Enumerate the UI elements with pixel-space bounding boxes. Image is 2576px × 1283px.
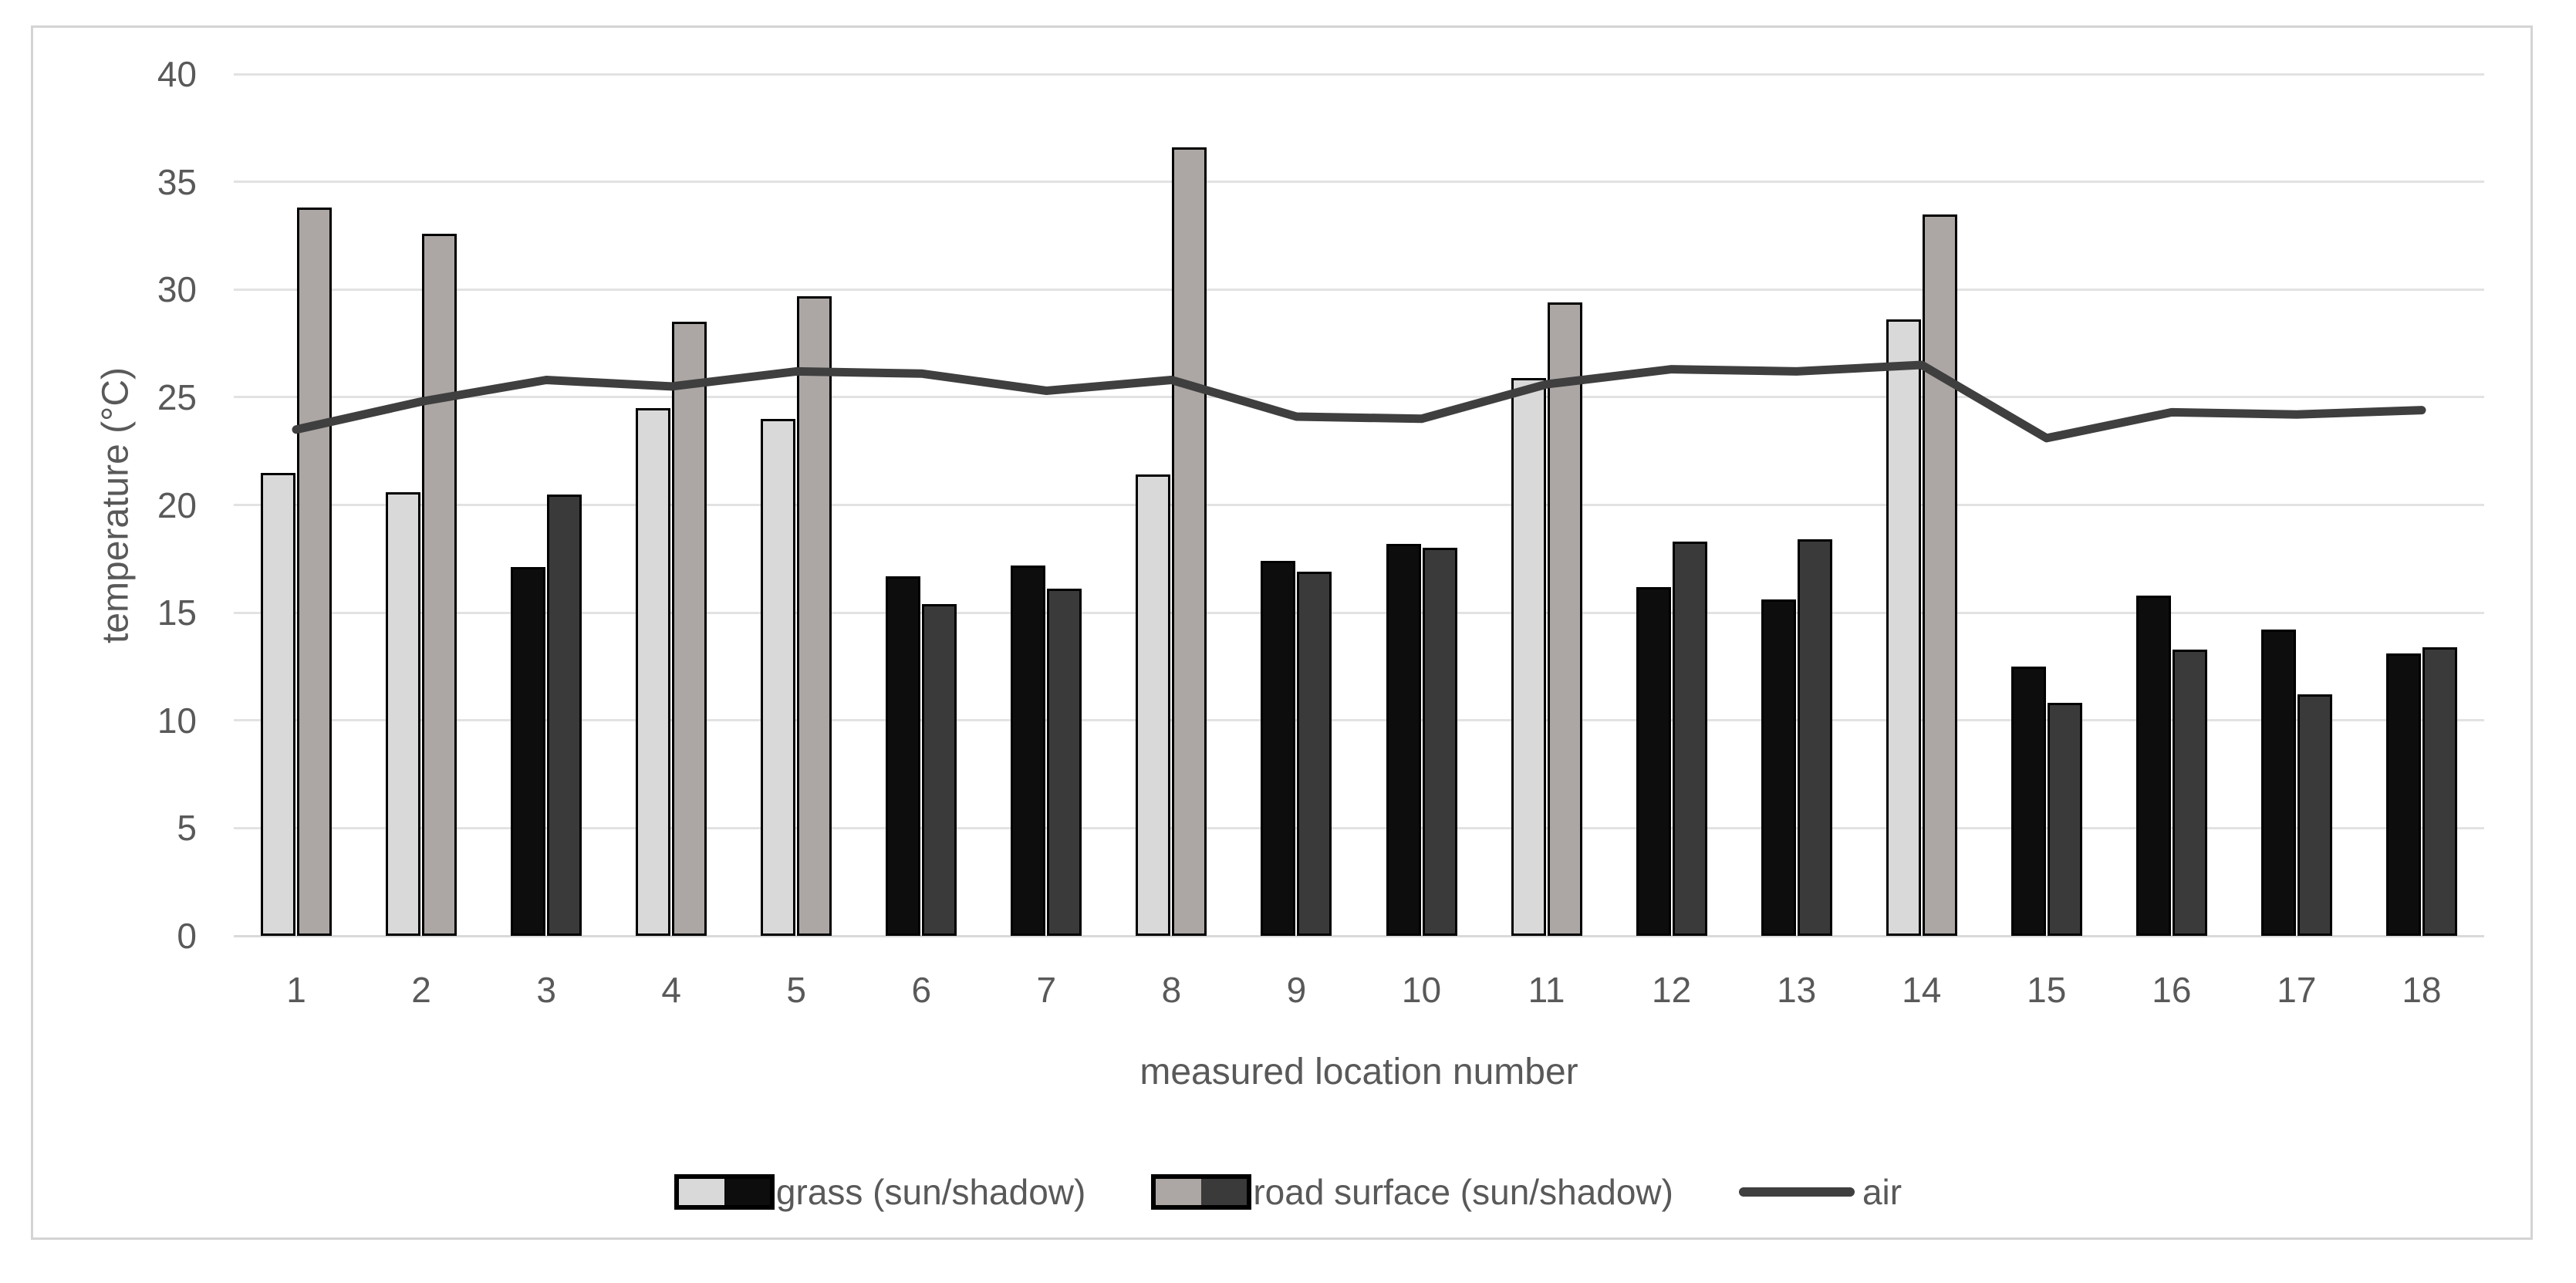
gridline-y-20 <box>234 504 2484 506</box>
y-axis-title: temperature (°C) <box>95 367 137 643</box>
bar-grass-13 <box>1761 599 1796 936</box>
air-line-swatch-icon <box>1738 1187 1855 1197</box>
bar-road-6 <box>922 603 957 936</box>
x-tick-label-9: 9 <box>1286 970 1307 1010</box>
bar-road-8 <box>1172 147 1207 936</box>
x-tick-label-6: 6 <box>911 970 932 1010</box>
road-swatch-icon <box>1151 1174 1252 1210</box>
bar-grass-14 <box>1886 319 1921 936</box>
bar-grass-8 <box>1136 474 1171 936</box>
gridline-y-15 <box>234 611 2484 614</box>
bar-grass-1 <box>261 472 296 936</box>
bar-road-4 <box>672 322 707 936</box>
legend-item-air: air <box>1738 1171 1902 1213</box>
bar-road-17 <box>2297 694 2332 936</box>
gridline-y-35 <box>234 181 2484 184</box>
bar-road-11 <box>1547 302 1582 936</box>
bar-road-2 <box>422 233 457 936</box>
y-tick-label-15: 15 <box>157 593 197 633</box>
legend-label-grass: grass (sun/shadow) <box>775 1172 1086 1212</box>
y-tick-label-10: 10 <box>157 700 197 741</box>
grass-swatch-icon <box>674 1174 775 1210</box>
road-shadow-color-chip <box>1201 1179 1247 1205</box>
x-tick-label-17: 17 <box>2277 970 2317 1010</box>
bar-road-13 <box>1797 539 1832 936</box>
x-tick-label-14: 14 <box>1902 970 1942 1010</box>
grass-shadow-color-chip <box>724 1179 770 1205</box>
x-axis-title: measured location number <box>1139 1052 1578 1092</box>
x-tick-label-10: 10 <box>1401 970 1442 1010</box>
x-tick-label-16: 16 <box>2152 970 2192 1010</box>
x-tick-label-4: 4 <box>661 970 681 1010</box>
gridline-y-30 <box>234 288 2484 291</box>
bar-grass-2 <box>386 491 421 936</box>
x-tick-label-7: 7 <box>1036 970 1057 1010</box>
bar-road-1 <box>297 208 333 936</box>
legend: grass (sun/shadow) road surface (sun/sha… <box>0 1171 2576 1213</box>
bar-grass-11 <box>1511 377 1546 936</box>
bar-grass-16 <box>2135 595 2171 936</box>
x-axis-line <box>234 934 2484 937</box>
air-line <box>292 360 2426 443</box>
bar-road-16 <box>2172 649 2207 936</box>
x-tick-label-3: 3 <box>536 970 556 1010</box>
bar-road-18 <box>2422 647 2457 936</box>
gridline-y-25 <box>234 396 2484 399</box>
y-tick-label-20: 20 <box>157 485 197 525</box>
y-tick-label-25: 25 <box>157 376 197 417</box>
y-tick-label-0: 0 <box>177 916 197 956</box>
bar-grass-12 <box>1636 586 1671 936</box>
legend-label-road: road surface (sun/shadow) <box>1253 1172 1673 1212</box>
bar-road-5 <box>797 295 832 936</box>
x-tick-label-2: 2 <box>411 970 431 1010</box>
bar-road-15 <box>2047 703 2082 936</box>
bar-grass-4 <box>636 407 671 936</box>
bar-grass-3 <box>511 567 546 936</box>
bar-grass-9 <box>1261 561 1296 936</box>
x-tick-label-11: 11 <box>1528 970 1565 1010</box>
bar-grass-17 <box>2260 630 2296 936</box>
y-tick-label-5: 5 <box>177 808 197 849</box>
bar-road-10 <box>1422 548 1457 936</box>
bar-road-7 <box>1047 589 1082 936</box>
gridline-y-40 <box>234 73 2484 76</box>
x-tick-label-1: 1 <box>286 970 306 1010</box>
gridline-y-10 <box>234 719 2484 722</box>
legend-item-grass: grass (sun/shadow) <box>674 1171 1085 1213</box>
grass-sun-color-chip <box>678 1179 724 1205</box>
x-tick-label-15: 15 <box>2027 970 2067 1010</box>
bar-grass-6 <box>886 576 921 936</box>
bar-grass-10 <box>1386 543 1421 936</box>
road-sun-color-chip <box>1156 1179 1202 1205</box>
bar-grass-18 <box>2385 653 2421 936</box>
x-tick-label-12: 12 <box>1652 970 1692 1010</box>
y-tick-label-30: 30 <box>157 269 197 310</box>
bar-road-14 <box>1922 214 1957 936</box>
x-tick-label-13: 13 <box>1777 970 1817 1010</box>
y-tick-label-35: 35 <box>157 161 197 202</box>
x-tick-label-18: 18 <box>2402 970 2442 1010</box>
gridline-y-5 <box>234 826 2484 829</box>
bar-road-3 <box>547 494 582 936</box>
x-tick-label-8: 8 <box>1161 970 1182 1010</box>
bar-road-12 <box>1672 541 1707 936</box>
bar-road-9 <box>1297 572 1332 936</box>
bar-grass-5 <box>761 418 796 936</box>
y-tick-label-40: 40 <box>157 54 197 94</box>
legend-item-road: road surface (sun/shadow) <box>1151 1171 1673 1213</box>
bar-grass-7 <box>1011 565 1046 936</box>
legend-label-air: air <box>1862 1172 1902 1212</box>
bar-grass-15 <box>2010 666 2046 936</box>
x-tick-label-5: 5 <box>786 970 807 1010</box>
